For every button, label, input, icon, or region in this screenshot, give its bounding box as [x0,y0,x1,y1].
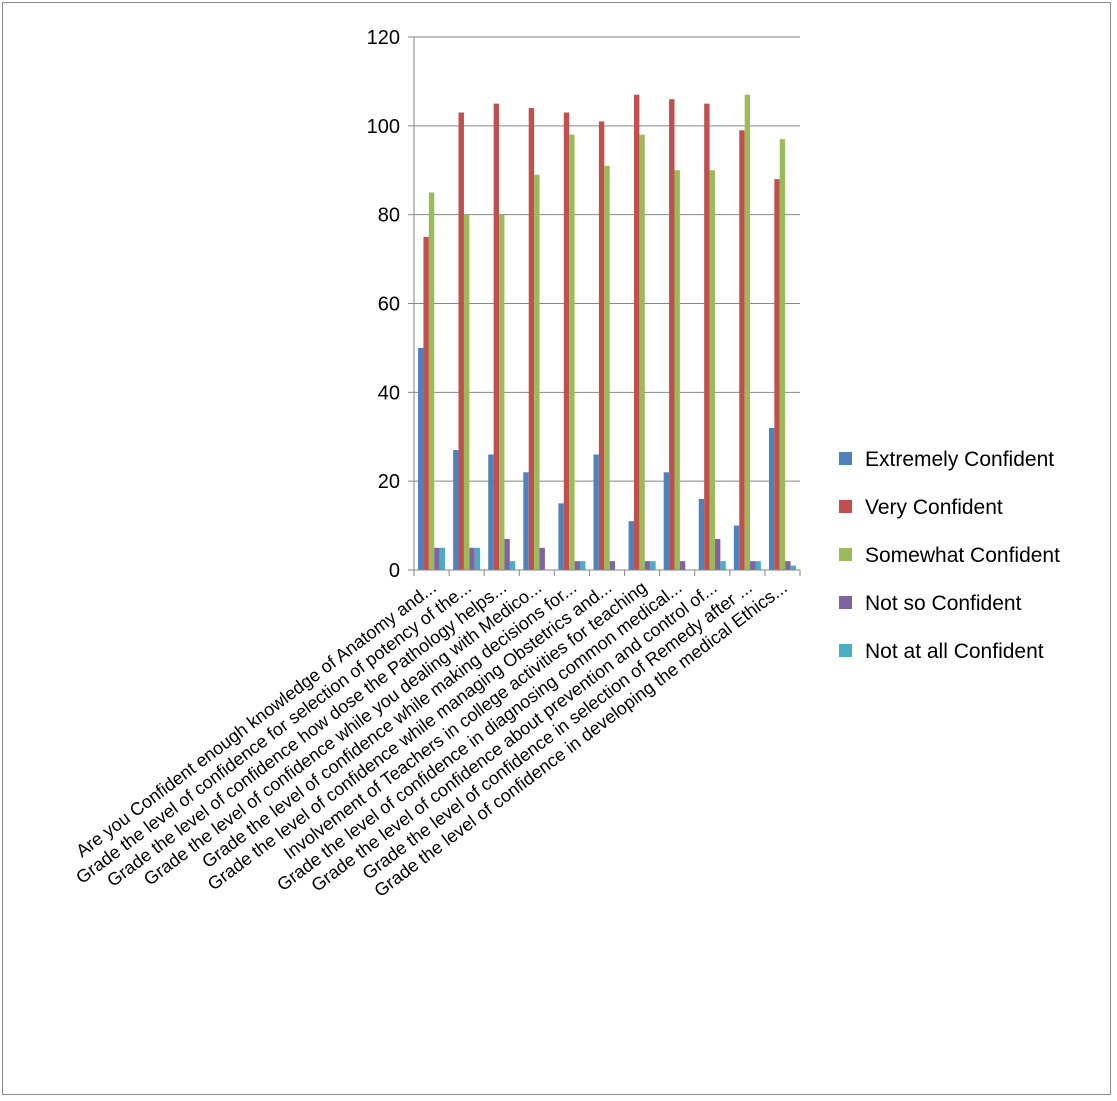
bar-not-so-confident [434,547,440,570]
bar-not-so-confident [574,561,581,570]
bar-not-so-confident [750,561,756,570]
bar-very-confident [563,112,570,570]
y-tick-label: 120 [367,27,400,49]
bar-extremely-confident [558,503,564,570]
bar-somewhat-confident [534,174,540,571]
bar-not-so-confident [644,561,651,570]
bar-somewhat-confident [744,94,751,570]
bar-not-at-all-confident [474,547,481,570]
bar-somewhat-confident [674,170,680,570]
bar-not-at-all-confident [650,561,656,570]
legend-swatch [839,500,852,513]
bar-extremely-confident [698,498,705,570]
bar-not-so-confident [539,547,545,570]
y-tick-label: 0 [389,560,400,582]
legend-label: Somewhat Confident [865,544,1060,567]
bar-extremely-confident [453,450,459,570]
bar-not-at-all-confident [790,565,796,570]
bars [418,94,796,571]
bar-not-at-all-confident [509,561,516,570]
bar-very-confident [458,112,464,570]
bar-very-confident [528,108,535,571]
bar-somewhat-confident [428,192,435,571]
bar-extremely-confident [523,472,529,570]
bar-somewhat-confident [463,214,470,570]
bar-not-so-confident [504,538,510,570]
bar-not-at-all-confident [439,547,446,570]
bar-very-confident [493,103,500,570]
bar-somewhat-confident [709,170,715,570]
legend-label: Very Confident [865,496,1003,519]
y-tick-label: 100 [367,116,400,138]
legend-swatch [839,452,852,465]
bar-not-so-confident [609,561,616,570]
bar-very-confident [704,103,710,570]
legend-label: Extremely Confident [865,448,1054,471]
bar-very-confident [669,99,675,570]
bar-extremely-confident [593,454,599,570]
bar-somewhat-confident [779,139,786,571]
legend-label: Not so Confident [865,592,1022,615]
bar-not-so-confident [469,547,475,570]
legend-swatch [839,548,852,561]
bar-extremely-confident [733,525,740,570]
bar-somewhat-confident [569,134,575,570]
bar-very-confident [598,121,605,571]
x-axis-ticks: Are you Confident enough knowledge of An… [72,577,791,901]
axes [408,36,801,576]
bar-extremely-confident [768,427,775,570]
bar-very-confident [774,179,780,570]
bar-chart: 0 20 40 60 80 100 120 Are you Confident enough… [72,27,1060,901]
legend: Extremely Confident Very Confident Somewha… [839,448,1060,663]
bar-somewhat-confident [604,165,610,570]
y-tick-label: 20 [378,471,400,493]
bar-very-confident [739,130,745,570]
bar-not-so-confident [679,561,686,570]
bar-not-so-confident [714,538,721,570]
legend-label: Not at all Confident [865,640,1044,663]
bar-not-at-all-confident [720,561,726,570]
y-axis-ticks: 0 20 40 60 80 100 120 [367,27,400,582]
bar-very-confident [423,236,429,570]
bar-extremely-confident [628,521,634,570]
bar-extremely-confident [488,454,494,570]
legend-swatch [839,596,852,609]
y-tick-label: 60 [378,294,400,316]
bar-somewhat-confident [639,134,645,570]
bar-extremely-confident [418,347,424,570]
y-tick-label: 80 [378,205,400,227]
y-tick-label: 40 [378,382,400,404]
bar-not-at-all-confident [580,561,586,570]
bar-very-confident [633,94,640,570]
bar-somewhat-confident [499,214,505,570]
bar-not-so-confident [785,561,791,570]
legend-swatch [839,644,852,657]
bar-not-at-all-confident [755,561,761,570]
bar-extremely-confident [663,472,670,570]
